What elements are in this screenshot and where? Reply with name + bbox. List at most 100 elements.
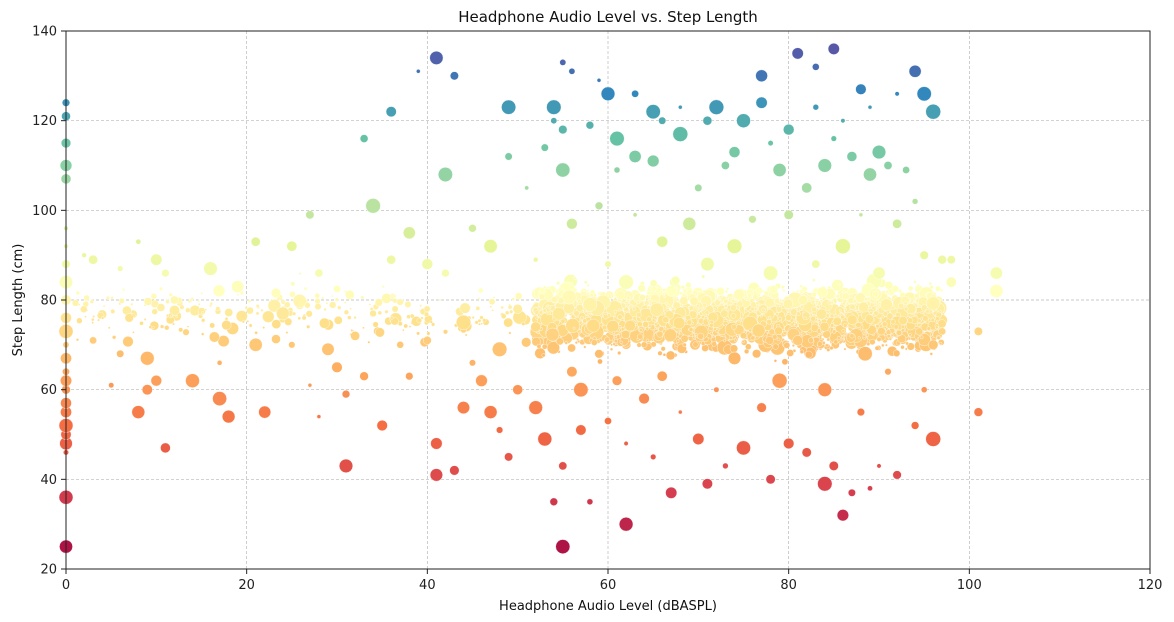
data-point	[586, 318, 601, 333]
data-point	[122, 288, 126, 292]
data-point	[618, 274, 634, 290]
data-point	[172, 322, 175, 326]
data-point	[846, 151, 858, 162]
data-point	[828, 460, 839, 471]
data-point	[500, 305, 504, 310]
data-point	[874, 345, 880, 351]
data-point	[331, 294, 334, 298]
data-point	[408, 325, 412, 328]
data-point	[255, 303, 260, 308]
data-point	[292, 293, 307, 308]
data-point	[201, 332, 205, 336]
data-point	[902, 166, 910, 174]
data-point	[882, 311, 888, 317]
data-point	[438, 298, 442, 302]
data-point	[609, 347, 614, 351]
data-point	[733, 288, 745, 301]
data-point	[471, 316, 475, 320]
data-point	[321, 296, 324, 300]
data-point	[75, 290, 81, 296]
data-point	[285, 331, 289, 334]
data-point	[844, 308, 848, 312]
data-point	[663, 328, 677, 342]
data-point	[884, 368, 892, 376]
data-point	[946, 276, 957, 288]
data-point	[565, 318, 581, 333]
data-point	[508, 331, 512, 335]
data-point	[376, 420, 388, 432]
data-point	[488, 298, 496, 306]
data-point	[200, 291, 204, 295]
data-point	[783, 298, 794, 309]
data-point	[91, 317, 95, 322]
data-point	[855, 322, 862, 329]
data-point	[111, 335, 117, 340]
data-point	[709, 331, 713, 335]
data-point	[736, 300, 744, 308]
data-point	[916, 86, 932, 102]
data-point	[341, 390, 351, 399]
data-point	[682, 342, 687, 347]
data-point	[547, 305, 552, 310]
data-point	[538, 307, 542, 311]
data-point	[92, 315, 96, 318]
data-point	[423, 311, 430, 318]
data-point	[836, 509, 849, 522]
data-point	[416, 331, 420, 336]
data-point	[858, 301, 869, 313]
data-point	[456, 314, 472, 330]
data-point	[867, 485, 873, 492]
data-point	[817, 382, 832, 397]
data-point	[799, 289, 805, 294]
data-point	[799, 349, 805, 354]
data-point	[755, 69, 768, 83]
data-point	[666, 303, 670, 307]
data-point	[731, 299, 736, 304]
data-point	[284, 301, 291, 308]
data-point	[685, 314, 692, 321]
data-point	[722, 462, 729, 470]
data-point	[589, 292, 594, 298]
data-point	[665, 486, 678, 499]
data-point	[606, 320, 620, 333]
data-point	[511, 297, 515, 301]
data-point	[489, 305, 493, 309]
data-point	[700, 314, 706, 320]
data-point	[429, 51, 444, 65]
data-point	[709, 323, 714, 328]
y-tick-label: 20	[40, 563, 57, 578]
data-point	[865, 333, 870, 337]
data-point	[618, 517, 634, 532]
data-point	[160, 442, 171, 454]
data-point	[892, 218, 902, 229]
data-point	[832, 329, 837, 334]
data-point	[848, 488, 856, 497]
data-point	[702, 115, 713, 126]
data-point	[617, 351, 622, 356]
data-point	[221, 320, 232, 331]
data-point	[812, 63, 820, 71]
y-tick-label: 100	[32, 204, 57, 219]
data-point	[801, 447, 812, 458]
data-point	[419, 304, 423, 308]
data-point	[504, 152, 513, 161]
data-point	[416, 69, 421, 74]
data-point	[881, 321, 888, 328]
data-point	[586, 498, 594, 505]
data-point	[900, 345, 905, 350]
data-point	[740, 332, 747, 339]
data-point	[116, 349, 125, 358]
data-point	[319, 317, 330, 329]
data-point	[566, 218, 578, 230]
data-point	[141, 384, 153, 396]
data-point	[384, 309, 389, 314]
data-point	[248, 323, 253, 328]
data-point	[925, 431, 941, 447]
data-point	[209, 322, 216, 329]
data-point	[935, 285, 941, 292]
data-point	[864, 314, 875, 324]
data-point	[521, 321, 526, 326]
data-point	[568, 68, 576, 75]
data-point	[715, 329, 719, 333]
data-point	[682, 217, 696, 231]
